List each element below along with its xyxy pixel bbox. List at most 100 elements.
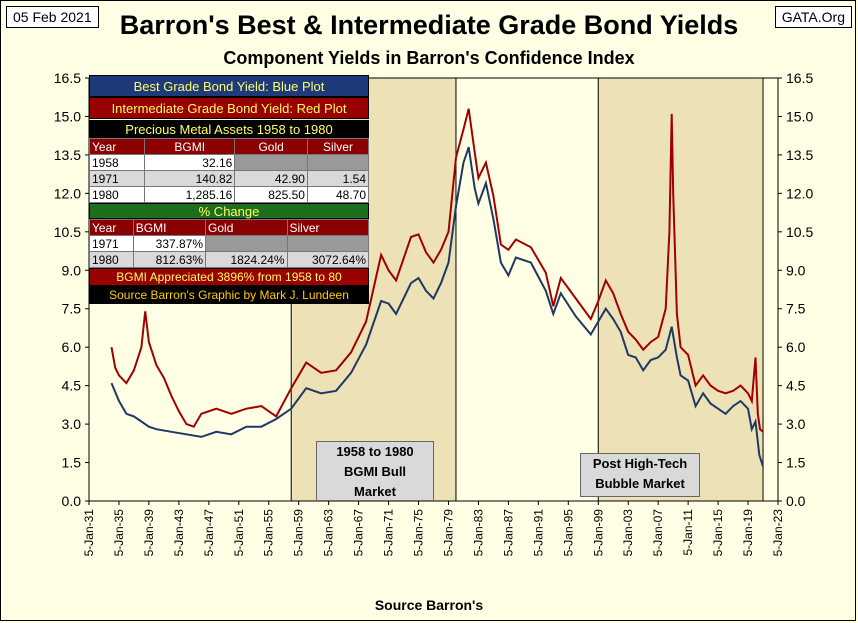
table-cell <box>286 235 369 252</box>
assets-table: Year BGMI Gold Silver 1958 32.16 1971 14… <box>88 138 370 203</box>
x-tick-label: 5-Jan-59 <box>292 509 306 557</box>
chart-subtitle: Component Yields in Barron's Confidence … <box>223 48 635 68</box>
change-title: % Change <box>89 203 369 219</box>
table-cell: 1824.24% <box>205 251 288 268</box>
table-row: 1971 140.82 42.90 1.54 <box>88 170 370 187</box>
y-tick-label-right: 4.5 <box>786 378 806 394</box>
y-tick-label-left: 4.5 <box>62 378 82 394</box>
y-tick-label-left: 9.0 <box>62 262 82 278</box>
table-cell: 3072.64% <box>286 251 369 268</box>
y-tick-label-right: 3.0 <box>786 416 806 432</box>
y-tick-label-left: 12.0 <box>54 185 81 201</box>
table-cell: 1980 <box>88 186 146 203</box>
post-bubble-callout: Post High-Tech Bubble Market <box>580 453 700 497</box>
y-tick-label-left: 16.5 <box>54 70 81 86</box>
x-tick-label: 5-Jan-15 <box>711 509 725 557</box>
header-cell: Year <box>88 138 146 155</box>
callout-line: Post High-Tech <box>592 456 688 471</box>
y-tick-label-right: 15.0 <box>786 108 813 124</box>
x-tick-label: 5-Jan-71 <box>382 509 396 557</box>
table-cell: 812.63% <box>132 251 207 268</box>
x-tick-label: 5-Jan-19 <box>741 509 755 557</box>
table-cell <box>234 154 308 171</box>
table-cell: 1,285.16 <box>144 186 236 203</box>
y-tick-label-left: 13.5 <box>54 147 81 163</box>
y-tick-label-left: 1.5 <box>62 455 82 471</box>
x-tick-label: 5-Jan-43 <box>172 509 186 557</box>
table-cell: 1.54 <box>306 170 370 187</box>
best-grade-legend: Best Grade Bond Yield: Blue Plot <box>89 75 369 97</box>
y-tick-label-left: 6.0 <box>62 339 82 355</box>
header-cell: Silver <box>306 138 370 155</box>
x-tick-label: 5-Jan-79 <box>441 509 455 557</box>
source-label: GATA.Org <box>774 6 852 28</box>
header-cell: Gold <box>205 219 288 236</box>
x-tick-label: 5-Jan-83 <box>471 509 485 557</box>
x-tick-label: 5-Jan-11 <box>681 509 695 556</box>
y-tick-label-right: 12.0 <box>786 185 813 201</box>
table-cell <box>205 235 288 252</box>
header-cell: Silver <box>286 219 369 236</box>
x-axis-label: Source Barron's <box>374 597 484 613</box>
intermediate-grade-line <box>110 108 764 433</box>
y-tick-label-right: 7.5 <box>786 301 806 317</box>
x-tick-label: 5-Jan-87 <box>501 509 515 557</box>
table-cell: 825.50 <box>234 186 308 203</box>
table-row: 1980 812.63% 1824.24% 3072.64% <box>89 251 369 268</box>
y-tick-label-right: 13.5 <box>786 147 813 163</box>
credit-note: Source Barron's Graphic by Mark J. Lunde… <box>89 286 369 304</box>
table-row: 1958 32.16 <box>88 154 370 171</box>
best-grade-line <box>110 146 764 467</box>
table-cell: 337.87% <box>132 235 207 252</box>
header-cell: Year <box>89 219 134 236</box>
shaded-period <box>597 77 764 502</box>
table-cell: 1980 <box>89 251 134 268</box>
x-tick-label: 5-Jan-47 <box>202 509 216 557</box>
assets-header-row: Year BGMI Gold Silver <box>88 138 370 155</box>
info-box: Best Grade Bond Yield: Blue Plot Interme… <box>88 75 370 304</box>
y-tick-label-left: 3.0 <box>62 416 82 432</box>
x-tick-label: 5-Jan-91 <box>531 509 545 557</box>
change-table: Year BGMI Gold Silver 1971 337.87% 1980 … <box>89 219 369 268</box>
y-tick-label-right: 1.5 <box>786 455 806 471</box>
change-header-row: Year BGMI Gold Silver <box>89 219 369 236</box>
y-tick-label-left: 15.0 <box>54 108 81 124</box>
x-tick-label: 5-Jan-31 <box>82 509 96 557</box>
table-cell: 48.70 <box>306 186 370 203</box>
y-tick-label-left: 10.5 <box>54 224 81 240</box>
x-tick-label: 5-Jan-51 <box>232 509 246 557</box>
callout-line: 1958 to 1980 <box>336 444 414 459</box>
x-tick-label: 5-Jan-03 <box>621 509 635 557</box>
callout-line: Bubble Market <box>595 476 685 491</box>
callout-line: BGMI Bull <box>343 464 407 479</box>
x-tick-label: 5-Jan-23 <box>771 509 785 557</box>
y-tick-label-left: 7.5 <box>62 301 82 317</box>
header-cell: BGMI <box>132 219 207 236</box>
x-tick-label: 5-Jan-99 <box>591 509 605 557</box>
y-tick-label-right: 9.0 <box>786 262 806 278</box>
table-cell: 32.16 <box>144 154 236 171</box>
table-cell <box>306 154 370 171</box>
bull-market-callout: 1958 to 1980 BGMI Bull Market <box>316 441 434 501</box>
y-tick-label-left: 0.0 <box>62 493 82 509</box>
x-tick-label: 5-Jan-35 <box>112 509 126 557</box>
table-cell: 140.82 <box>144 170 236 187</box>
y-tick-label-right: 10.5 <box>786 224 813 240</box>
x-tick-label: 5-Jan-55 <box>262 509 276 557</box>
table-cell: 1958 <box>88 154 146 171</box>
appreciation-note: BGMI Appreciated 3896% from 1958 to 80 <box>89 268 369 286</box>
intermediate-grade-legend: Intermediate Grade Bond Yield: Red Plot <box>89 97 369 119</box>
table-cell: 1971 <box>88 170 146 187</box>
date-label: 05 Feb 2021 <box>6 6 99 28</box>
header-cell: Gold <box>234 138 308 155</box>
x-tick-label: 5-Jan-67 <box>352 509 366 557</box>
y-tick-label-right: 16.5 <box>786 70 813 86</box>
callout-line: Market <box>354 484 396 499</box>
table-row: 1980 1,285.16 825.50 48.70 <box>88 186 370 203</box>
x-tick-label: 5-Jan-39 <box>142 509 156 557</box>
x-tick-label: 5-Jan-07 <box>651 509 665 557</box>
x-tick-label: 5-Jan-63 <box>322 509 336 557</box>
chart-title: Barron's Best & Intermediate Grade Bond … <box>119 10 739 40</box>
x-tick-label: 5-Jan-95 <box>561 509 575 557</box>
